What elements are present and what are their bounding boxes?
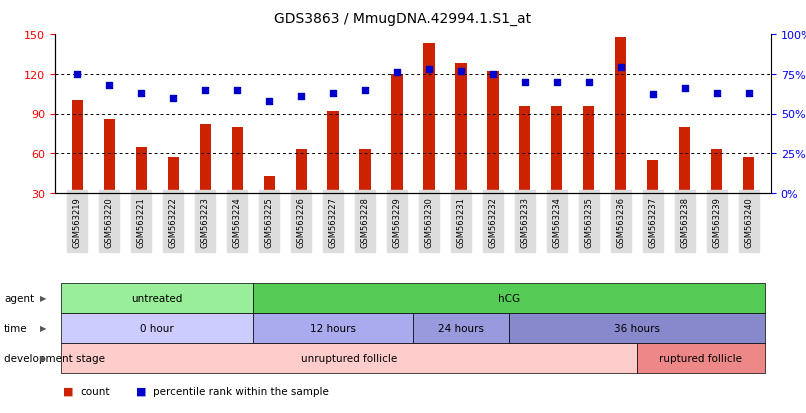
Point [710,90,723,97]
Point [742,90,755,97]
Point [583,79,596,86]
Bar [200,125,211,194]
Bar [264,176,275,194]
Text: development stage: development stage [4,353,105,363]
Point [646,92,659,98]
Bar [327,112,339,194]
Bar [679,128,690,194]
Point [614,65,627,71]
Bar [615,38,626,194]
Text: time: time [4,323,27,333]
Bar [392,75,403,194]
Point [199,87,212,94]
Bar [72,101,83,194]
Bar [647,161,659,194]
Text: ruptured follicle: ruptured follicle [659,353,742,363]
Text: percentile rank within the sample: percentile rank within the sample [153,386,329,396]
Text: agent: agent [4,293,34,303]
Point [550,79,563,86]
Bar [104,119,115,194]
Text: 24 hours: 24 hours [438,323,484,333]
Bar [168,158,179,194]
Text: 36 hours: 36 hours [613,323,660,333]
Point [71,71,84,78]
Bar [519,106,530,194]
Text: untreated: untreated [131,293,183,303]
Point [678,85,691,92]
Bar [231,128,243,194]
Point [455,68,467,75]
Text: ▶: ▶ [40,324,47,333]
Point [487,71,500,78]
Bar [584,106,594,194]
Bar [296,150,307,194]
Text: ▶: ▶ [40,354,47,363]
Text: 0 hour: 0 hour [140,323,174,333]
Text: 12 hours: 12 hours [310,323,356,333]
Text: GDS3863 / MmugDNA.42994.1.S1_at: GDS3863 / MmugDNA.42994.1.S1_at [274,12,532,26]
Text: ▶: ▶ [40,294,47,303]
Point [167,95,180,102]
Point [231,87,243,94]
Text: ■: ■ [135,386,146,396]
Bar [135,147,147,194]
Bar [551,106,563,194]
Point [326,90,339,97]
Point [391,70,404,76]
Point [135,90,147,97]
Point [359,87,372,94]
Point [422,66,435,73]
Text: count: count [81,386,110,396]
Bar [488,72,498,194]
Text: unruptured follicle: unruptured follicle [301,353,397,363]
Point [518,79,531,86]
Bar [359,150,371,194]
Point [295,93,308,100]
Bar [711,150,722,194]
Text: hCG: hCG [498,293,520,303]
Point [263,98,276,105]
Bar [743,158,754,194]
Bar [455,64,467,194]
Point [103,82,116,89]
Bar [423,44,434,194]
Text: ■: ■ [63,386,73,396]
